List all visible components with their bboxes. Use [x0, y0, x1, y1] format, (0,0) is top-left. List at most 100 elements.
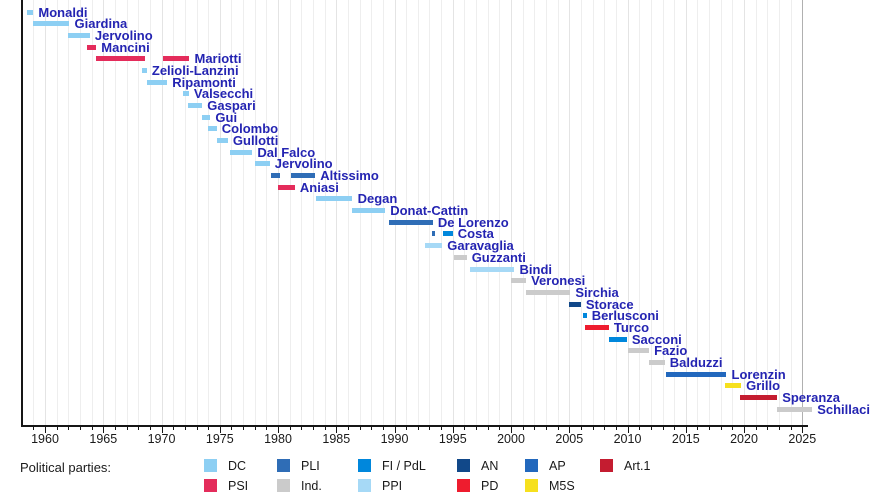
minister-name: Zelioli-Lanzini: [151, 62, 239, 78]
timeline-bar: [511, 278, 527, 284]
timeline-bar: [582, 313, 587, 319]
axis-tick-label: 1980: [264, 432, 292, 446]
minister-name: Colombo: [221, 121, 279, 137]
axis-tick: [429, 427, 431, 430]
minister-name: Mariotti: [194, 51, 242, 67]
minister-name: Aniasi: [299, 179, 339, 195]
gridline: [219, 0, 221, 425]
axis-tick: [487, 427, 489, 430]
gridline: [569, 0, 571, 425]
gridline: [802, 0, 804, 425]
axis-tick: [650, 427, 652, 430]
timeline-bar: [352, 208, 386, 214]
minister-name: Mancini: [101, 39, 150, 55]
gridline: [732, 0, 734, 425]
gridline: [80, 0, 81, 425]
timeline-bar: [431, 231, 436, 237]
minister-name: Gullotti: [232, 133, 279, 148]
timeline-bar: [443, 231, 453, 237]
gridline: [312, 0, 314, 425]
axis-tick: [499, 427, 501, 430]
axis-tick-label: 2020: [730, 432, 758, 446]
gridline: [243, 0, 245, 425]
timeline-bar: [470, 266, 515, 272]
timeline-bar: [146, 79, 168, 85]
timeline-bar: [26, 9, 34, 15]
legend-swatch-an: [457, 459, 470, 472]
axis-tick: [80, 427, 81, 430]
gridline: [429, 0, 431, 425]
legend-label-ppi: PPI: [382, 479, 403, 493]
minister-name: Monaldi: [38, 4, 88, 20]
axis-tick: [417, 427, 419, 430]
axis-tick: [720, 427, 722, 430]
axis-tick: [149, 427, 151, 430]
axis-tick: [441, 427, 443, 430]
legend-label-art1: Art.1: [624, 459, 651, 473]
gridline: [336, 0, 338, 425]
gridline: [441, 0, 443, 425]
axis-tick: [184, 427, 186, 430]
timeline-bar: [67, 32, 90, 38]
legend-swatch-art1: [600, 459, 613, 472]
legend-swatch-ap: [525, 459, 538, 472]
axis-tick: [744, 427, 745, 433]
legend-label-pli: PLI: [301, 459, 320, 473]
gridline: [103, 0, 105, 425]
minister-name: Jervolino: [94, 27, 153, 43]
axis-tick: [557, 427, 559, 430]
timeline-bar: [526, 289, 571, 295]
axis-tick-label: 1975: [205, 432, 234, 446]
gridline: [487, 0, 489, 425]
axis-tick-label: 2000: [497, 432, 525, 446]
legend-label-m5s: M5S: [549, 479, 575, 493]
axis-tick: [709, 427, 711, 430]
axis-tick: [347, 427, 349, 430]
gridline: [266, 0, 268, 425]
gridline: [615, 0, 617, 425]
gridline: [546, 0, 547, 425]
timeline-bar: [453, 254, 467, 260]
gridline: [511, 0, 512, 425]
legend-label-ap: AP: [549, 459, 566, 473]
gridline: [464, 0, 466, 425]
y-axis-line: [21, 0, 23, 426]
axis-tick: [732, 427, 734, 430]
gridline: [56, 0, 58, 425]
axis-tick: [464, 427, 466, 430]
legend-swatch-psi: [204, 479, 217, 492]
minister-name: Jervolino: [274, 156, 333, 172]
axis-tick: [546, 427, 547, 430]
axis-tick: [394, 427, 396, 433]
axis-tick-label: 2005: [555, 432, 584, 446]
axis-tick: [662, 427, 664, 430]
timeline-bar: [230, 149, 253, 155]
minister-name: Fazio: [654, 343, 688, 359]
axis-tick: [639, 427, 641, 430]
timeline-bar: [86, 44, 97, 50]
axis-tick-label: 1990: [380, 432, 409, 446]
gridline: [662, 0, 664, 425]
axis-tick: [382, 427, 384, 430]
axis-tick: [301, 427, 303, 430]
axis-tick-label: 2015: [671, 432, 700, 446]
gridline: [278, 0, 279, 425]
x-axis-line: [21, 425, 809, 427]
gridline: [557, 0, 559, 425]
axis-tick: [103, 427, 105, 433]
axis-tick: [45, 427, 46, 433]
gridline: [452, 0, 454, 425]
axis-tick: [522, 427, 524, 430]
gridline: [33, 0, 35, 425]
gridline: [767, 0, 769, 425]
axis-tick: [604, 427, 606, 430]
minister-name: Sirchia: [575, 284, 619, 300]
minister-name: Schillaci: [817, 401, 870, 417]
timeline-bar: [665, 371, 727, 377]
axis-tick: [371, 427, 373, 430]
axis-tick-label: 1960: [31, 432, 59, 446]
gridline: [231, 0, 233, 425]
axis-tick-label: 2010: [613, 432, 642, 446]
timeline-bar: [96, 56, 146, 62]
axis-tick: [289, 427, 291, 430]
